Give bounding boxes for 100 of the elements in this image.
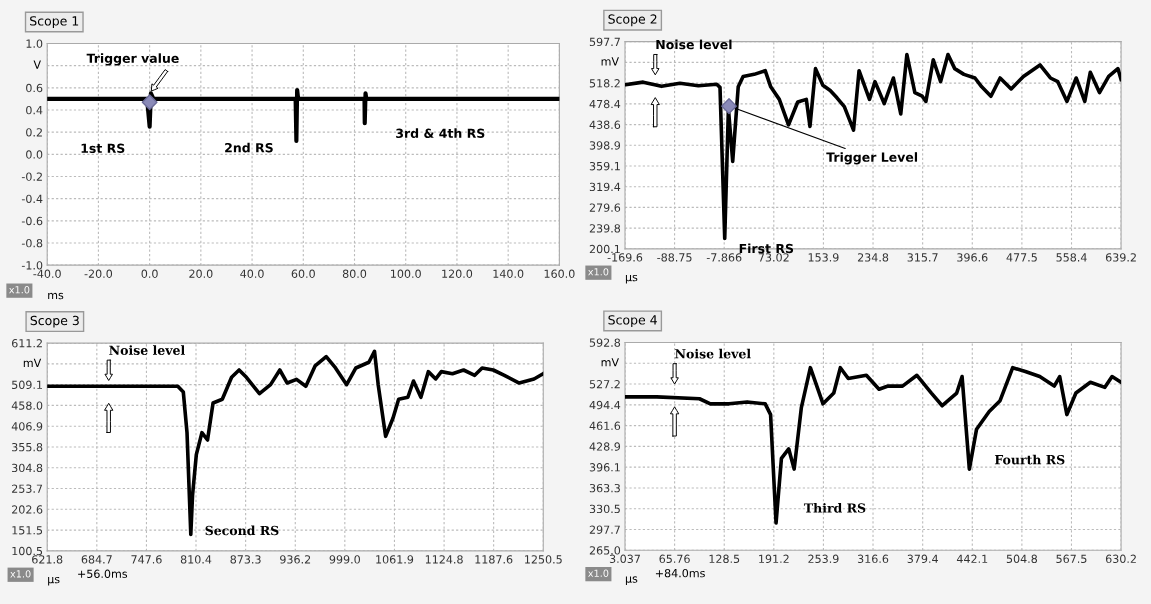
text: +84.0ms [655,568,705,578]
y-tick-label: 0.6 [26,83,43,93]
annotation: Noise level [675,348,751,359]
y-axis-title: mV [23,358,42,367]
annotation: 3rd & 4th RS [396,128,485,139]
x-tick-label: 621.8 [32,555,63,564]
x-tick-label: 316.6 [857,554,889,564]
line-series [624,365,1122,525]
y-tick-label: 438.6 [589,120,621,129]
y-tick-label: -0.8 [21,238,43,248]
y-tick-label: 265.0 [589,546,621,555]
x-tick-label: 60.0 [291,269,315,278]
y-tick-label: 509.1 [12,380,42,389]
text: x1.0 [588,569,609,577]
y-tick-label: 0.0 [26,150,43,159]
y-tick-label: -0.4 [21,194,43,204]
x-tick-label: 40.0 [240,269,264,278]
y-tick-label: 151.5 [12,526,43,535]
y-tick-label: 279.6 [589,203,621,212]
y-tick-label: 478.4 [589,99,621,109]
x-tick-label: -40.0 [33,269,61,278]
x-axis-title: µs [625,576,638,585]
x-tick-label: 630.2 [1105,554,1136,564]
x-axis-title: ms [48,292,64,300]
y-tick-label: 428.9 [589,442,621,451]
text: x1.0 [588,268,609,276]
annotation: Fourth RS [994,454,1065,465]
y-axis-title: mV [601,358,619,367]
y-tick-label: 396.1 [589,463,620,472]
x-tick-label: -7.866 [706,253,742,262]
x-tick-label: 120.0 [442,269,473,278]
x-tick-label: 747.6 [131,555,162,564]
text: x1.0 [9,286,30,294]
y-tick-label: 253.7 [12,484,43,493]
x-tick-label: 873.3 [230,555,261,564]
y-tick-label: -0.6 [21,216,43,226]
annotation: Third RS [803,503,866,513]
x-tick-label: 639.2 [1105,253,1136,262]
y-axis-title: mV [601,57,619,66]
x-tick-label: 810.4 [180,555,212,564]
y-tick-label: 518.2 [589,79,620,88]
y-tick-label: 200.1 [589,244,620,254]
x-tick-label: 234.8 [857,253,889,262]
annotation: 2nd RS [225,142,273,153]
y-tick-label: 239.8 [589,224,621,233]
x-tick-label: 315.7 [907,253,938,262]
x-tick-label: -20.0 [84,269,113,278]
x-tick-label: 504.8 [1006,554,1038,564]
x-tick-label: 477.5 [1006,253,1037,262]
x-tick-label: -169.6 [607,253,643,262]
x-tick-label: 80.0 [342,269,367,278]
x-tick-label: 0.0 [141,269,158,278]
x-axis-title: µs [625,274,638,284]
x-tick-label: 936.2 [280,555,311,564]
x-tick-label: 684.7 [81,555,112,564]
y-tick-label: 304.8 [12,463,43,473]
y-tick-label: 0.4 [26,105,43,115]
annotation: Noise level [656,39,732,50]
chart-title: Scope 1 [30,16,79,29]
x-tick-label: 140.0 [493,269,524,278]
y-tick-label: 611.2 [11,339,42,348]
y-tick-label: 319.4 [589,182,621,192]
y-tick-label: 359.1 [589,161,620,171]
x-tick-label: 100.0 [391,269,421,278]
x-tick-label: -88.75 [657,253,692,262]
y-tick-label: 592.8 [589,338,621,347]
x-tick-label: 3.037 [609,554,640,564]
x-tick-label: 73.02 [758,253,789,262]
x-tick-label: 191.2 [759,554,789,564]
y-tick-label: 330.5 [589,504,620,514]
y-tick-label: 527.2 [589,380,620,389]
x-tick-label: 396.6 [957,253,988,262]
y-tick-label: -0.2 [21,172,42,181]
y-tick-label: 363.3 [589,483,620,493]
text: +56.0ms [78,569,128,578]
y-tick-label: 0.2 [26,128,42,137]
x-tick-label: 1124.8 [425,555,463,564]
y-tick-label: 355.8 [12,442,43,452]
annotation: First RS [739,243,794,254]
x-tick-label: 160.0 [544,269,575,278]
y-tick-label: 398.9 [589,141,621,150]
x-tick-label: 1061.9 [376,555,414,564]
annotation: 1st RS [81,143,125,154]
chart-title: Scope 2 [608,14,657,27]
x-tick-label: 442.1 [956,554,988,563]
annotation: Noise level [109,345,185,355]
x-tick-label: 999.0 [329,555,360,564]
y-tick-label: 461.6 [589,421,621,431]
y-tick-label: 597.7 [589,37,620,47]
annotation: Trigger Level [826,152,918,165]
y-tick-label: 406.9 [11,422,43,431]
x-tick-label: 128.5 [709,554,740,564]
line-series [624,52,1122,241]
x-tick-label: 379.4 [907,554,938,564]
y-tick-label: 1.0 [26,39,43,48]
y-axis-title: V [33,60,41,69]
y-tick-label: 100.5 [12,546,43,556]
y-tick-label: 297.7 [589,525,620,534]
x-tick-label: 567.5 [1056,554,1087,564]
x-tick-label: 1250.5 [525,555,562,564]
